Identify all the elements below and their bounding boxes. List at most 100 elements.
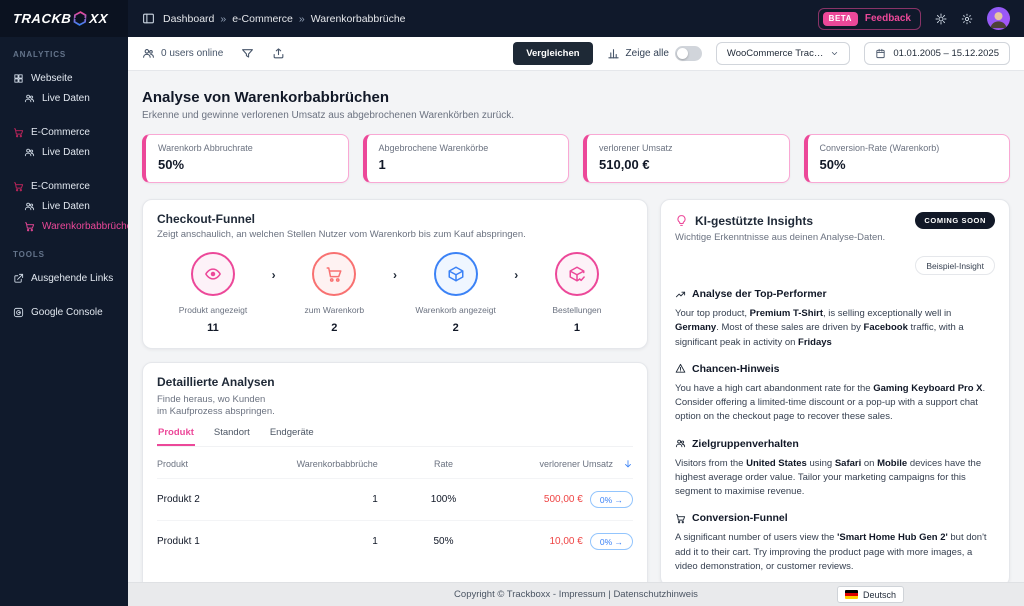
warning-icon [675,363,686,374]
show-all-toggle[interactable] [674,46,702,61]
sidebar: ANALYTICS Webseite Live Daten E-Commerce Liv… [0,37,132,606]
sidebar-item-warenkorbabbrüche[interactable]: Warenkorbabbrüche [0,216,132,236]
eye-icon [191,252,235,296]
date-range-picker[interactable]: 01.01.2005 – 15.12.2025 [864,42,1010,65]
avatar[interactable] [987,7,1010,30]
column-header-label: verlorener Umsatz [539,459,613,469]
language-selector[interactable]: Deutsch [836,586,904,603]
sidebar-item-live-daten[interactable]: Live Daten [0,142,128,162]
users-icon [675,438,686,449]
users-online: 0 users online [142,47,223,60]
compare-button[interactable]: Vergleichen [513,42,593,65]
breadcrumb-separator: » [220,12,227,25]
funnel-step-produkt-angezeigt: Produkt angezeigt 11 [165,252,261,334]
logo-hexagon-icon [74,11,87,26]
coming-soon-badge: COMING SOON [915,212,995,229]
beta-badge: BETA [822,11,858,26]
content: Analyse von Warenkorbabbrüchen Erkenne u… [128,71,1024,582]
chevron-right-icon: › [392,268,397,282]
chevron-down-icon [830,49,839,58]
insight-section-text: A significant number of users view the '… [675,532,987,572]
recovery-rate-pill[interactable]: 0% → [589,533,633,550]
german-flag-icon [844,590,858,599]
cell-rate: 100% [430,494,457,505]
insight-section-conversion-funnel: Conversion-Funnel A significant number of… [675,512,995,574]
lost-revenue-value: 10,00 € [549,536,583,547]
google-icon [13,307,24,318]
sidebar-item-label: Live Daten [42,146,90,158]
insight-section-heading: Chancen-Hinweis [675,363,995,375]
footer: Copyright © Trackboxx - Impressum | Date… [128,582,1024,606]
column-header-produkt[interactable]: Produkt [157,459,289,469]
filter-icon[interactable] [241,47,254,60]
sidebar-item-live-daten[interactable]: Live Daten [0,88,128,108]
insight-section-title: Chancen-Hinweis [692,362,780,375]
chevron-right-icon: › [271,268,276,282]
sidebar-item-label: Warenkorbabbrüche [42,220,133,232]
theme-icon[interactable] [935,13,947,25]
tab-endgeräte[interactable]: Endgeräte [269,427,314,438]
sidebar-item-live-daten[interactable]: Live Daten [0,196,128,216]
cell-product: Produkt 1 [157,536,200,547]
insight-section-text: You have a high cart abandonment rate fo… [675,382,986,423]
column-header-verlorener-umsatz[interactable]: verlorener Umsatz [483,459,633,469]
panel-toggle-icon[interactable] [142,12,155,25]
column-header-rate[interactable]: Rate [404,459,483,469]
lost-revenue-value: 500,00 € [543,494,583,505]
insight-section-analyse-der-top-performer: Analyse der Top-Performer Your top produc… [675,288,995,350]
funnel-steps: Produkt angezeigt 11 › zum Warenkorb 2 › Waren… [157,240,633,336]
settings-icon[interactable] [961,13,973,25]
sidebar-item-e-commerce[interactable]: E-Commerce [0,176,128,196]
trend-icon [675,289,686,300]
cell-rate: 50% [433,536,454,547]
table-row: Produkt 1 1 50% 10,00 € 0% → [157,520,633,562]
sidebar-item-webseite[interactable]: Webseite [0,68,128,88]
avatar-person-icon [990,12,1007,29]
sidebar-item-label: E-Commerce [31,180,90,192]
funnel-step-label: zum Warenkorb [304,305,365,315]
cell-product: Produkt 2 [157,494,200,505]
funnel-step-value: 11 [207,322,219,334]
tracker-dropdown[interactable]: WooCommerce Trac… [715,42,851,65]
kpi-label: verlorener Umsatz [599,143,673,153]
breadcrumb-dashboard[interactable]: Dashboard [163,12,215,25]
kpi-label: Warenkorb Abbruchrate [158,143,253,153]
tab-standort[interactable]: Standort [213,427,250,438]
column-header-warenkorbabbrüche[interactable]: Warenkorbabbrüche [289,459,404,469]
funnel-step-label: Produkt angezeigt [178,305,248,315]
kpi-label: Abgebrochene Warenkörbe [378,143,489,153]
insights-title: KI-gestützte Insights [695,213,814,228]
funnel-step-zum-warenkorb: zum Warenkorb 2 [286,252,382,334]
users-icon [142,47,155,60]
cell-abbrueche: 1 [372,494,378,505]
breadcrumb-e-commerce[interactable]: e-Commerce [232,12,293,25]
funnel-step-bestellungen: Bestellungen 1 [529,252,625,334]
insights-sections: Analyse der Top-Performer Your top produc… [675,288,995,574]
tab-produkt[interactable]: Produkt [157,427,195,446]
grid-icon [13,73,24,84]
detailed-analyses-panel: Detaillierte Analysen Finde heraus, wo K… [142,362,648,582]
logo[interactable]: TRACKB XX [0,0,128,37]
external-icon [13,273,24,284]
sidebar-item-e-commerce[interactable]: E-Commerce [0,122,128,142]
topbar: TRACKB XX Dashboard » e-Commerce » Warenkorb… [0,0,1024,37]
breadcrumb-warenkorbabbrüche[interactable]: Warenkorbabbrüche [310,12,406,25]
insight-section-title: Zielgruppenverhalten [692,437,799,450]
recovery-rate-pill[interactable]: 0% → [589,491,633,508]
funnel-step-label: Warenkorb angezeigt [415,305,496,315]
cart-icon [312,252,357,296]
feedback-button[interactable]: BETA Feedback [817,7,921,30]
sidebar-item-ausgehende-links[interactable]: Ausgehende Links [0,268,128,288]
page-subtitle: Erkenne und gewinne verlorenen Umsatz au… [142,110,515,121]
funnel-step-value: 2 [452,322,459,334]
cart-icon [675,513,686,524]
sidebar-section-label: TOOLS [13,250,45,259]
details-table: Produkt Warenkorbabbrüche Rate verlorener U… [157,449,633,562]
cell-umsatz: 10,00 € 0% → [483,533,633,550]
sidebar-item-google-console[interactable]: Google Console [0,302,128,322]
funnel-step-value: 2 [331,322,338,334]
export-icon[interactable] [272,47,285,60]
details-subtitle-1: Finde heraus, wo Kunden [157,394,266,405]
insight-section-title: Analyse der Top-Performer [692,288,827,300]
cart-icon [13,181,24,192]
